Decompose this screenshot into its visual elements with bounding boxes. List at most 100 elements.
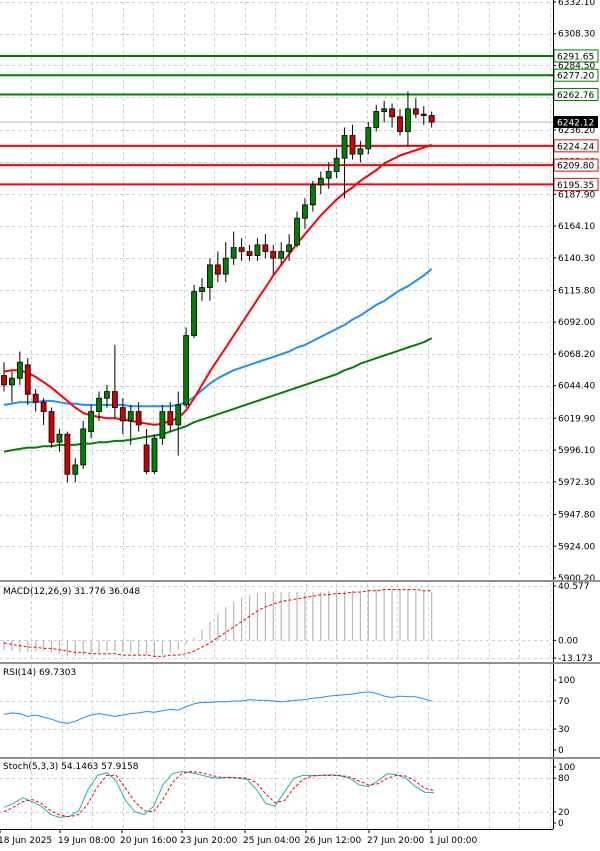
panel-separator [0, 580, 600, 582]
candle-down [397, 116, 403, 132]
candle-down [111, 391, 118, 408]
candle-up [373, 111, 380, 128]
macd-signal-path [3, 589, 432, 657]
support-resistance-lines [0, 54, 553, 186]
rsi-axis: 100 70 30 0 [553, 676, 575, 756]
rsi-tick-label: 100 [558, 676, 575, 686]
candle-up [88, 411, 95, 432]
candle-down [214, 264, 221, 275]
level-labels: 6291.65 6277.20 6262.76 6224.24 6209.80 6195.… [553, 49, 599, 191]
price-grid [0, 2, 553, 578]
stoch-tick-label: 100 [558, 763, 575, 773]
current-price-label: 6242.12 [557, 119, 594, 129]
candle-up [191, 291, 197, 336]
price-tick-label: 6068.20 [558, 350, 595, 360]
price-tick-label: 6332.10 [558, 0, 595, 8]
candle-up [222, 257, 229, 275]
level-label: 6262.76 [557, 91, 594, 101]
level-label: 6195.35 [557, 181, 594, 191]
time-tick-label: 25 Jun 04:00 [243, 836, 300, 846]
macd-axis: 40.577 0.00 -13.173 [553, 582, 593, 664]
candle-up [230, 247, 237, 259]
stoch-tick-label: 0 [558, 819, 564, 829]
macd-histogram [3, 589, 433, 657]
time-tick-label: 26 Jun 12:00 [304, 836, 361, 846]
stoch-grid [0, 759, 553, 829]
stoch-tick-label: 80 [558, 774, 570, 784]
level-label: 6209.80 [557, 162, 594, 172]
macd-signal-line [3, 589, 432, 657]
time-tick-label: 23 Jun 20:00 [180, 836, 237, 846]
candle-up [357, 148, 364, 155]
candle-up [405, 108, 411, 132]
candle-down [428, 115, 435, 123]
rsi-tick-label: 70 [558, 697, 570, 707]
candle-up [199, 287, 205, 292]
candle-up [254, 244, 261, 256]
candle-up [309, 184, 316, 206]
candle-up [159, 411, 166, 439]
chart-frame [0, 0, 600, 830]
candle-up [278, 251, 285, 259]
macd-tick-label: 40.577 [558, 582, 590, 592]
candle-up [56, 433, 63, 443]
candle-up [365, 127, 372, 150]
price-tick-label: 6284.50 [558, 61, 595, 71]
level-label: 6291.65 [557, 52, 594, 62]
level-label: 6224.24 [557, 142, 594, 152]
macd-tick-label: 0.00 [558, 636, 578, 646]
rsi-line [3, 691, 432, 724]
ma-green-line [3, 337, 433, 453]
price-tick-label: 5900.20 [558, 574, 595, 584]
macd-grid [0, 583, 553, 661]
rsi-tick-label: 30 [558, 725, 570, 735]
candle-up [80, 428, 87, 466]
price-tick-label: 6187.90 [558, 190, 595, 200]
ma-blue-line [3, 268, 433, 408]
candle-up [302, 204, 308, 219]
candle-down [64, 433, 71, 475]
candle-up [381, 108, 388, 112]
stoch-signal-line [3, 770, 435, 818]
price-tick-label: 5972.30 [558, 478, 595, 488]
macd-panel: 40.577 0.00 -13.173 MACD(12,26,9) 31.776 3… [0, 582, 593, 664]
candle-up [183, 335, 190, 406]
price-tick-label: 6092.00 [558, 318, 595, 328]
candle-up [294, 217, 300, 246]
moving-average-lines [3, 143, 433, 453]
candle-down [238, 247, 245, 252]
candle-down [40, 401, 47, 412]
price-tick-label: 6164.10 [558, 222, 595, 232]
candle-up [325, 171, 332, 179]
candles [1, 91, 435, 483]
candle-up [16, 361, 23, 379]
candle-down [119, 407, 126, 422]
candle-down [420, 113, 427, 116]
rsi-tick-label: 0 [558, 746, 564, 756]
rsi-panel: 100 70 30 0 RSI(14) 69.7303 [0, 664, 575, 756]
candle-up [72, 464, 79, 475]
price-tick-label: 5996.10 [558, 446, 595, 456]
price-tick-label: 6115.80 [558, 286, 595, 296]
time-tick-label: 1 Jul 00:00 [429, 836, 478, 846]
rsi-grid [0, 664, 553, 756]
candle-up [151, 437, 158, 472]
price-tick-label: 5947.80 [558, 511, 595, 521]
current-price-box [554, 116, 598, 129]
rsi-path [3, 691, 432, 724]
candle-up [104, 391, 110, 399]
candle-up [9, 377, 15, 386]
candle-down [412, 108, 419, 115]
candle-down [389, 108, 395, 118]
candle-down [349, 135, 356, 155]
level-label: 6277.20 [557, 72, 594, 82]
price-panel: 6332.106308.306284.506260.706236.206212.… [0, 0, 599, 584]
stoch-tick-label: 20 [558, 808, 570, 818]
ma-red-line [3, 143, 433, 426]
candle-down [135, 411, 142, 426]
macd-tick-label: -13.173 [558, 654, 593, 664]
candle-down [270, 251, 277, 259]
